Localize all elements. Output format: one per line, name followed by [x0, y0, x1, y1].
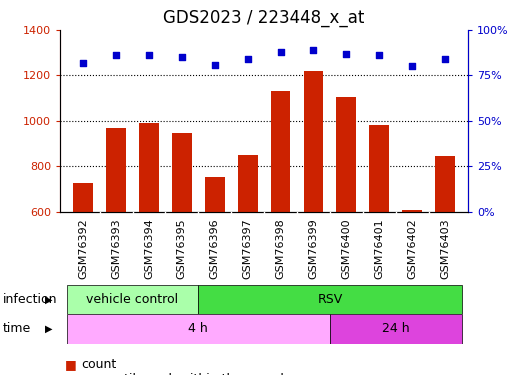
- Bar: [67, 314, 330, 344]
- Bar: [139, 123, 159, 212]
- Text: 24 h: 24 h: [382, 322, 410, 335]
- Point: [178, 54, 186, 60]
- Text: GSM76393: GSM76393: [111, 218, 121, 279]
- Bar: [205, 177, 225, 212]
- Point: [145, 53, 153, 58]
- Point: [211, 62, 219, 68]
- Bar: [73, 183, 93, 212]
- Bar: [435, 156, 455, 212]
- Point: [79, 60, 87, 66]
- Text: GSM76402: GSM76402: [407, 218, 417, 279]
- Point: [309, 47, 317, 53]
- Title: GDS2023 / 223448_x_at: GDS2023 / 223448_x_at: [163, 9, 365, 27]
- Bar: [106, 128, 126, 212]
- Point: [342, 51, 350, 57]
- Text: GSM76399: GSM76399: [309, 218, 319, 279]
- Text: count: count: [81, 358, 116, 370]
- Text: ■: ■: [65, 358, 77, 370]
- Bar: [369, 126, 389, 212]
- Text: GSM76395: GSM76395: [177, 218, 187, 279]
- Text: GSM76392: GSM76392: [78, 218, 88, 279]
- Point: [244, 56, 252, 62]
- Text: RSV: RSV: [317, 293, 343, 306]
- Bar: [303, 71, 323, 212]
- Bar: [271, 92, 290, 212]
- Text: time: time: [3, 322, 31, 335]
- Bar: [198, 285, 461, 314]
- Text: GSM76401: GSM76401: [374, 218, 384, 279]
- Bar: [402, 210, 422, 212]
- Text: GSM76398: GSM76398: [276, 218, 286, 279]
- Text: ▶: ▶: [45, 295, 52, 304]
- Point: [375, 53, 383, 58]
- Text: GSM76394: GSM76394: [144, 218, 154, 279]
- Text: infection: infection: [3, 293, 57, 306]
- Bar: [336, 97, 356, 212]
- Point: [441, 56, 449, 62]
- Text: GSM76396: GSM76396: [210, 218, 220, 279]
- Bar: [330, 314, 461, 344]
- Text: percentile rank within the sample: percentile rank within the sample: [81, 373, 292, 375]
- Text: GSM76397: GSM76397: [243, 218, 253, 279]
- Bar: [67, 285, 198, 314]
- Text: ▶: ▶: [45, 324, 52, 334]
- Point: [112, 53, 120, 58]
- Point: [408, 63, 416, 69]
- Text: 4 h: 4 h: [188, 322, 208, 335]
- Text: GSM76403: GSM76403: [440, 218, 450, 279]
- Point: [276, 49, 285, 55]
- Text: GSM76400: GSM76400: [342, 218, 351, 279]
- Text: ■: ■: [65, 373, 77, 375]
- Text: vehicle control: vehicle control: [86, 293, 178, 306]
- Bar: [238, 155, 257, 212]
- Bar: [172, 134, 192, 212]
